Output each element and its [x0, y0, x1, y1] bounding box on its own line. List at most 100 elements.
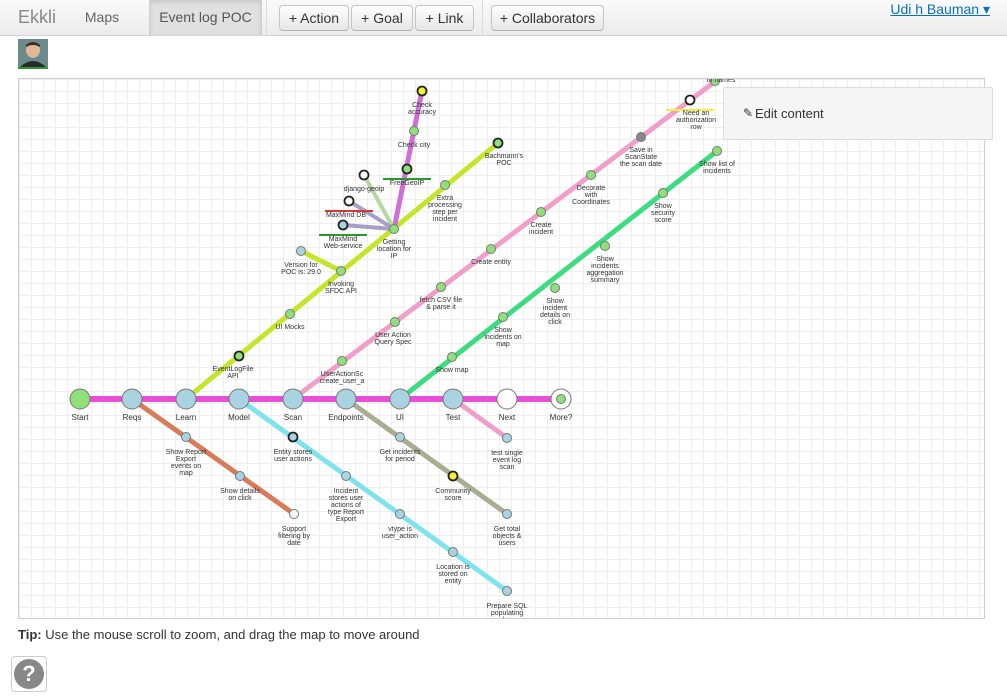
map-station[interactable]: Test [442, 388, 464, 422]
map-station[interactable]: Show security score [651, 188, 676, 225]
nav-maps-link[interactable]: Maps [84, 9, 120, 25]
metro-map-canvas[interactable]: Start Reqs Learn Model Scan Endpoints UI Test Ne… [18, 78, 985, 619]
station-marker[interactable] [440, 180, 450, 190]
station-marker[interactable] [712, 146, 722, 156]
map-station[interactable]: Show map [435, 352, 469, 375]
station-marker[interactable] [502, 509, 512, 519]
map-station[interactable]: Show list of incidents [699, 146, 735, 176]
avatar[interactable] [18, 39, 48, 69]
station-marker[interactable] [235, 471, 245, 481]
station-marker[interactable] [496, 388, 518, 410]
station-marker[interactable] [285, 309, 295, 319]
station-marker[interactable] [550, 283, 560, 293]
map-station[interactable]: fetch CSV file & parse it [420, 282, 463, 312]
add-goal-button[interactable]: + Goal [351, 5, 413, 31]
map-station[interactable]: Get total objects & users [493, 509, 522, 548]
map-station[interactable]: Version for POC is: 29.0 [281, 246, 321, 277]
map-station[interactable]: Show incidents on map [484, 312, 522, 349]
map-station[interactable]: Show incidents aggregation summary [587, 241, 624, 285]
map-station[interactable]: Check city [398, 126, 431, 150]
station-marker[interactable] [69, 388, 91, 410]
station-marker[interactable] [337, 219, 349, 231]
station-marker[interactable] [390, 317, 400, 327]
station-marker[interactable] [389, 388, 411, 410]
map-station[interactable]: Scan [282, 388, 304, 422]
map-station[interactable]: Support filtering by date [278, 509, 310, 548]
map-station[interactable]: Get incidents for period [380, 432, 421, 464]
station-marker[interactable] [498, 312, 508, 322]
station-marker[interactable] [436, 282, 446, 292]
map-station[interactable] [556, 394, 566, 404]
map-station[interactable]: EventLogFile API [213, 350, 254, 381]
map-station[interactable]: UI Mocks [275, 309, 305, 332]
map-line-scan[interactable] [290, 79, 723, 402]
map-line-geoip[interactable] [362, 173, 396, 231]
station-marker[interactable] [395, 509, 405, 519]
station-marker[interactable] [358, 169, 370, 181]
map-station[interactable]: User Action Query Spec [375, 317, 412, 347]
map-station[interactable]: Incident stores user actions of type Report… [328, 471, 364, 524]
add-action-button[interactable]: + Action [279, 5, 349, 31]
station-marker[interactable] [448, 547, 458, 557]
station-marker[interactable] [337, 356, 347, 366]
map-line-reqs[interactable] [129, 396, 297, 517]
station-marker[interactable] [502, 433, 512, 443]
station-marker[interactable] [486, 244, 496, 254]
station-marker[interactable] [536, 207, 546, 217]
station-marker[interactable] [492, 137, 504, 149]
map-station[interactable]: UI [389, 388, 411, 422]
map-station[interactable]: Check accuracy [408, 85, 437, 117]
map-station[interactable]: Learn [175, 388, 197, 422]
map-station[interactable]: Next [496, 388, 518, 422]
map-line-endpoints[interactable] [343, 396, 510, 517]
map-station[interactable]: MaxMind Web-service [319, 219, 367, 251]
station-marker[interactable] [586, 170, 596, 180]
station-marker[interactable] [121, 388, 143, 410]
add-link-button[interactable]: + Link [415, 5, 474, 31]
map-station[interactable]: Reqs [121, 388, 143, 422]
station-marker[interactable] [228, 388, 250, 410]
map-station[interactable]: Getting location for IP [377, 224, 412, 261]
station-marker[interactable] [336, 266, 346, 276]
map-station[interactable]: Bachmann's POC [485, 137, 524, 168]
map-station[interactable]: Invoking SFDC API [325, 266, 357, 296]
map-station[interactable]: Show incident details on click [540, 283, 570, 327]
station-marker[interactable] [289, 509, 299, 519]
station-marker[interactable] [296, 246, 306, 256]
station-marker[interactable] [502, 586, 512, 596]
nav-current-map-tab[interactable]: Event log POC [149, 0, 262, 35]
map-station[interactable]: Prepare SQLpopulatingdata [487, 586, 528, 620]
map-station[interactable]: Create entity [471, 244, 511, 267]
station-marker[interactable] [395, 432, 405, 442]
map-station[interactable]: FreeGeoIP [383, 163, 431, 188]
map-station[interactable]: Location is stored on entity [436, 547, 470, 586]
user-menu[interactable]: Udi h Bauman ▾ [890, 1, 990, 17]
help-button[interactable]: ? [11, 656, 47, 692]
station-marker[interactable] [447, 470, 459, 482]
station-marker[interactable] [401, 163, 413, 175]
station-marker[interactable] [658, 188, 668, 198]
station-marker[interactable] [181, 432, 191, 442]
edit-content-link[interactable]: Edit content [755, 106, 824, 121]
map-line-learn[interactable] [298, 248, 344, 274]
map-station[interactable]: Create incident [529, 207, 553, 237]
map-station[interactable]: Entity stores user actions [274, 431, 313, 464]
add-collaborators-button[interactable]: + Collaborators [491, 5, 604, 31]
station-marker[interactable] [600, 241, 610, 251]
map-station[interactable]: Show Report Export events on map [166, 432, 207, 478]
map-station[interactable]: django-geoip [344, 169, 385, 194]
station-marker[interactable] [282, 388, 304, 410]
map-station[interactable]: Model [228, 388, 250, 422]
map-station[interactable]: Community score [435, 470, 471, 503]
map-station[interactable]: test single event log scan [491, 433, 523, 472]
station-marker[interactable] [442, 388, 464, 410]
station-marker[interactable] [447, 352, 457, 362]
map-station[interactable]: Start [69, 388, 91, 422]
map-station[interactable]: MaxMind DB [325, 195, 373, 220]
station-marker[interactable] [287, 431, 299, 443]
station-marker[interactable] [175, 388, 197, 410]
station-marker[interactable] [556, 394, 566, 404]
map-station[interactable]: Need an authorization row [666, 94, 716, 132]
brand-logo[interactable]: Ekkli [18, 7, 57, 27]
map-line-test[interactable] [450, 396, 510, 441]
